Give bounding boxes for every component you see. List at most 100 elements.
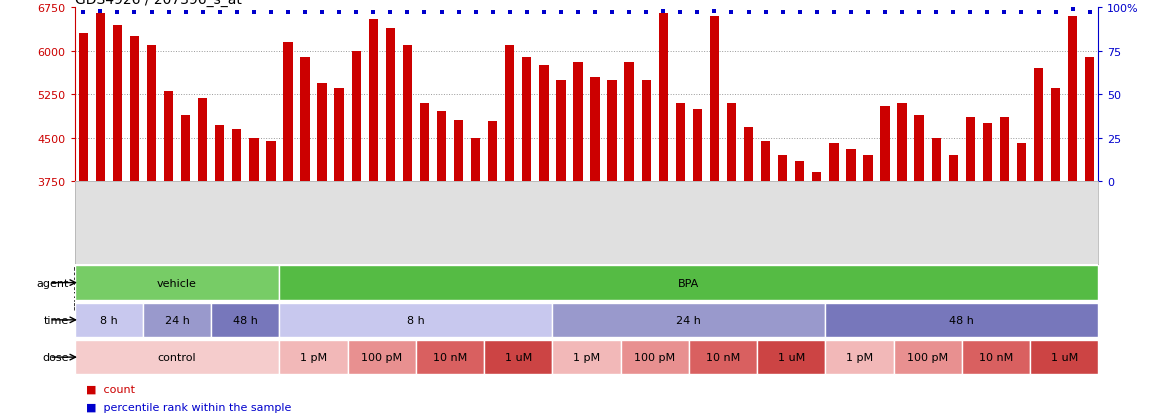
Bar — [864, 156, 873, 182]
Text: 8 h: 8 h — [100, 315, 117, 325]
Bar — [624, 63, 634, 182]
Bar — [590, 78, 599, 182]
Bar — [1051, 89, 1060, 182]
Text: 48 h: 48 h — [950, 315, 974, 325]
Bar — [621, 340, 689, 374]
Text: control: control — [158, 352, 197, 362]
Bar — [147, 46, 156, 182]
Bar — [826, 340, 894, 374]
Bar — [75, 340, 279, 374]
Text: time: time — [44, 315, 69, 325]
Bar — [347, 340, 416, 374]
Text: BPA: BPA — [678, 278, 699, 288]
Bar — [557, 81, 566, 182]
Bar — [642, 81, 651, 182]
Bar — [846, 150, 856, 182]
Text: 48 h: 48 h — [233, 315, 258, 325]
Text: 8 h: 8 h — [407, 315, 424, 325]
Text: 100 pM: 100 pM — [634, 352, 675, 362]
Text: 10 nM: 10 nM — [432, 352, 467, 362]
Bar — [1068, 17, 1078, 182]
Bar — [757, 340, 826, 374]
Bar — [881, 107, 890, 182]
Bar — [113, 26, 122, 182]
Bar — [164, 92, 174, 182]
Text: 100 pM: 100 pM — [907, 352, 949, 362]
Bar — [267, 141, 276, 182]
Text: 24 h: 24 h — [676, 315, 702, 325]
Bar — [552, 303, 826, 337]
Bar — [488, 122, 497, 182]
Bar — [369, 20, 378, 182]
Bar — [130, 37, 139, 182]
Text: 1 uM: 1 uM — [505, 352, 532, 362]
Bar — [437, 112, 446, 182]
Bar — [574, 63, 583, 182]
Bar — [215, 126, 224, 182]
Bar — [829, 144, 838, 182]
Bar — [744, 128, 753, 182]
Bar — [949, 156, 958, 182]
Bar — [143, 303, 212, 337]
Text: 1 pM: 1 pM — [573, 352, 600, 362]
Bar — [283, 43, 292, 182]
Text: ■  count: ■ count — [86, 384, 136, 394]
Bar — [812, 173, 821, 182]
Text: 1 pM: 1 pM — [846, 352, 873, 362]
Text: vehicle: vehicle — [158, 278, 197, 288]
Text: 1 uM: 1 uM — [1050, 352, 1078, 362]
Bar — [1034, 69, 1043, 182]
Bar — [95, 14, 105, 182]
Bar — [279, 303, 552, 337]
Bar — [932, 138, 941, 182]
Bar — [552, 340, 621, 374]
Text: 1 uM: 1 uM — [777, 352, 805, 362]
Text: ■  percentile rank within the sample: ■ percentile rank within the sample — [86, 402, 292, 413]
Bar — [966, 118, 975, 182]
Text: 10 nM: 10 nM — [979, 352, 1013, 362]
Bar — [826, 303, 1098, 337]
Bar — [385, 28, 394, 182]
Bar — [78, 34, 87, 182]
Bar — [1017, 144, 1026, 182]
Bar — [352, 52, 361, 182]
Bar — [607, 81, 616, 182]
Bar — [983, 124, 992, 182]
Bar — [279, 340, 347, 374]
Text: GDS4926 / 207396_s_at: GDS4926 / 207396_s_at — [75, 0, 242, 7]
Bar — [402, 46, 412, 182]
Text: 100 pM: 100 pM — [361, 352, 402, 362]
Bar — [894, 340, 961, 374]
Bar — [300, 57, 309, 182]
Text: 10 nM: 10 nM — [706, 352, 741, 362]
Bar — [710, 17, 719, 182]
Bar — [727, 104, 736, 182]
Bar — [335, 89, 344, 182]
Bar — [999, 118, 1009, 182]
Bar — [454, 121, 463, 182]
Bar — [522, 57, 531, 182]
Bar — [212, 303, 279, 337]
Bar — [75, 303, 143, 337]
Bar — [1086, 57, 1095, 182]
Bar — [181, 115, 190, 182]
Bar — [250, 138, 259, 182]
Bar — [472, 138, 481, 182]
Bar — [761, 141, 771, 182]
Bar — [75, 266, 279, 300]
Bar — [961, 340, 1030, 374]
Bar — [659, 14, 668, 182]
Bar — [198, 99, 207, 182]
Bar — [539, 66, 549, 182]
Bar — [779, 156, 788, 182]
Bar — [232, 130, 242, 182]
Bar — [420, 104, 429, 182]
Text: dose: dose — [43, 352, 69, 362]
Bar — [795, 161, 804, 182]
Bar — [1030, 340, 1098, 374]
Bar — [416, 340, 484, 374]
Bar — [897, 104, 906, 182]
Text: agent: agent — [37, 278, 69, 288]
Bar — [505, 46, 514, 182]
Text: 1 pM: 1 pM — [300, 352, 327, 362]
